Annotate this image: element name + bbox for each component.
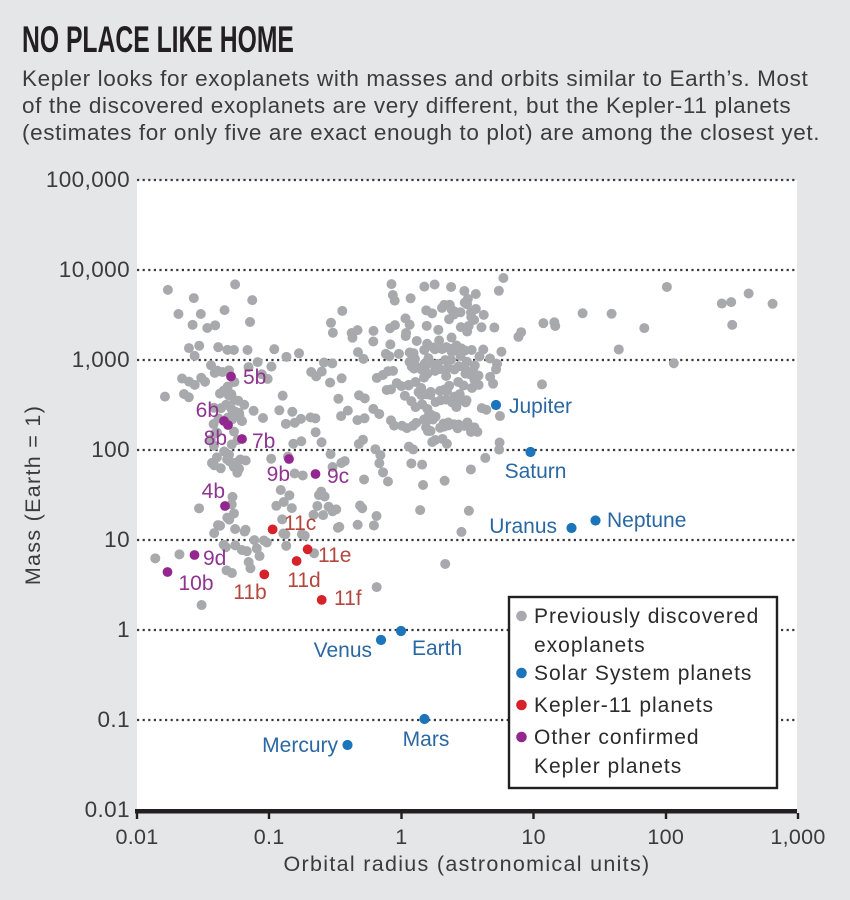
svg-text:11b: 11b (233, 581, 266, 604)
svg-text:1,000: 1,000 (72, 347, 130, 372)
svg-text:Earth: Earth (412, 637, 462, 660)
svg-text:Orbital radius (astronomical u: Orbital radius (astronomical units) (284, 852, 651, 876)
svg-text:9c: 9c (327, 465, 349, 488)
svg-text:10: 10 (521, 825, 546, 849)
svg-text:100: 100 (647, 825, 684, 849)
svg-text:0.1: 0.1 (254, 825, 285, 849)
svg-text:10b: 10b (178, 572, 213, 595)
svg-text:7b: 7b (252, 430, 275, 453)
svg-text:6b: 6b (196, 399, 219, 422)
svg-text:9b: 9b (267, 463, 290, 486)
svg-text:11d: 11d (287, 569, 320, 592)
svg-text:9d: 9d (203, 547, 226, 570)
svg-text:0.01: 0.01 (115, 825, 158, 849)
svg-text:10,000: 10,000 (59, 257, 130, 282)
svg-text:5b: 5b (243, 366, 266, 389)
svg-text:8b: 8b (204, 427, 227, 450)
svg-text:0.01: 0.01 (85, 797, 130, 822)
svg-text:Kepler-11 planets: Kepler-11 planets (534, 694, 714, 717)
svg-text:Solar System planets: Solar System planets (534, 662, 752, 685)
svg-text:Venus: Venus (314, 639, 372, 662)
svg-text:Jupiter: Jupiter (509, 395, 572, 418)
svg-text:Other confirmed: Other confirmed (534, 726, 700, 749)
svg-text:11c: 11c (284, 512, 316, 535)
svg-text:Uranus: Uranus (489, 515, 557, 538)
svg-text:0.1: 0.1 (98, 707, 130, 732)
svg-text:Previously discovered: Previously discovered (534, 605, 759, 628)
svg-text:1: 1 (395, 825, 407, 849)
svg-text:Saturn: Saturn (505, 460, 567, 483)
svg-text:10: 10 (104, 527, 130, 552)
svg-text:11f: 11f (334, 587, 362, 610)
svg-text:100: 100 (91, 437, 130, 462)
svg-text:1,000: 1,000 (770, 825, 825, 849)
svg-text:Mars: Mars (403, 728, 450, 751)
svg-text:Kepler planets: Kepler planets (534, 755, 682, 778)
svg-text:exoplanets: exoplanets (534, 634, 646, 657)
svg-text:Neptune: Neptune (607, 509, 686, 532)
svg-text:Mercury: Mercury (262, 734, 338, 757)
svg-text:4b: 4b (202, 480, 225, 503)
svg-text:11e: 11e (318, 544, 351, 567)
svg-text:1: 1 (117, 617, 130, 642)
svg-text:Mass (Earth = 1): Mass (Earth = 1) (21, 405, 45, 585)
svg-text:100,000: 100,000 (46, 167, 130, 192)
